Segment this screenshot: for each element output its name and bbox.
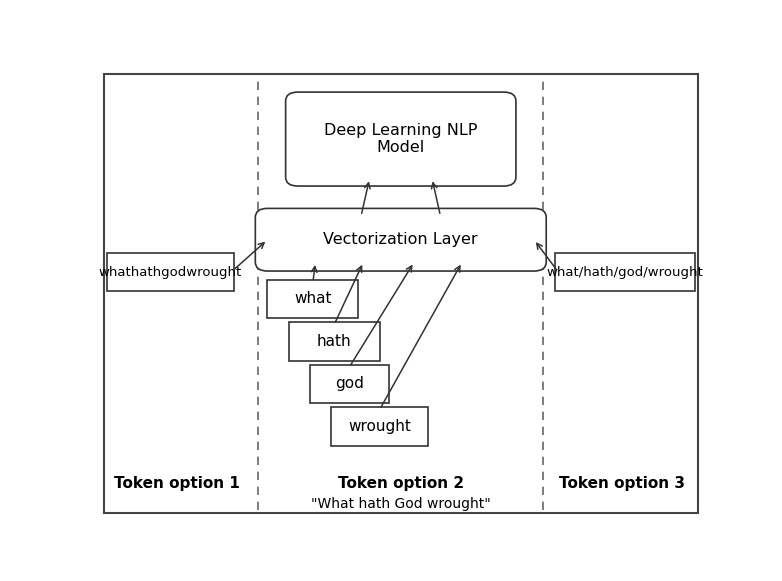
Text: wrought: wrought (348, 419, 411, 434)
FancyBboxPatch shape (331, 407, 428, 446)
Text: "What hath God wrought": "What hath God wrought" (311, 497, 490, 511)
Text: Token option 1: Token option 1 (113, 476, 239, 491)
FancyBboxPatch shape (555, 253, 694, 291)
FancyBboxPatch shape (267, 280, 358, 318)
Text: god: god (335, 376, 364, 392)
FancyBboxPatch shape (104, 74, 698, 512)
Text: what/hath/god/wrought: what/hath/god/wrought (547, 266, 703, 279)
FancyBboxPatch shape (289, 322, 379, 360)
FancyBboxPatch shape (285, 92, 516, 186)
Text: hath: hath (317, 334, 351, 349)
Text: Vectorization Layer: Vectorization Layer (324, 232, 478, 248)
FancyBboxPatch shape (310, 365, 389, 403)
Text: Token option 3: Token option 3 (559, 476, 685, 491)
FancyBboxPatch shape (256, 209, 547, 271)
Text: what: what (294, 292, 332, 307)
Text: Deep Learning NLP
Model: Deep Learning NLP Model (324, 123, 478, 155)
FancyBboxPatch shape (107, 253, 234, 291)
Text: whathathgodwrought: whathathgodwrought (99, 266, 242, 279)
Text: Token option 2: Token option 2 (338, 476, 464, 491)
